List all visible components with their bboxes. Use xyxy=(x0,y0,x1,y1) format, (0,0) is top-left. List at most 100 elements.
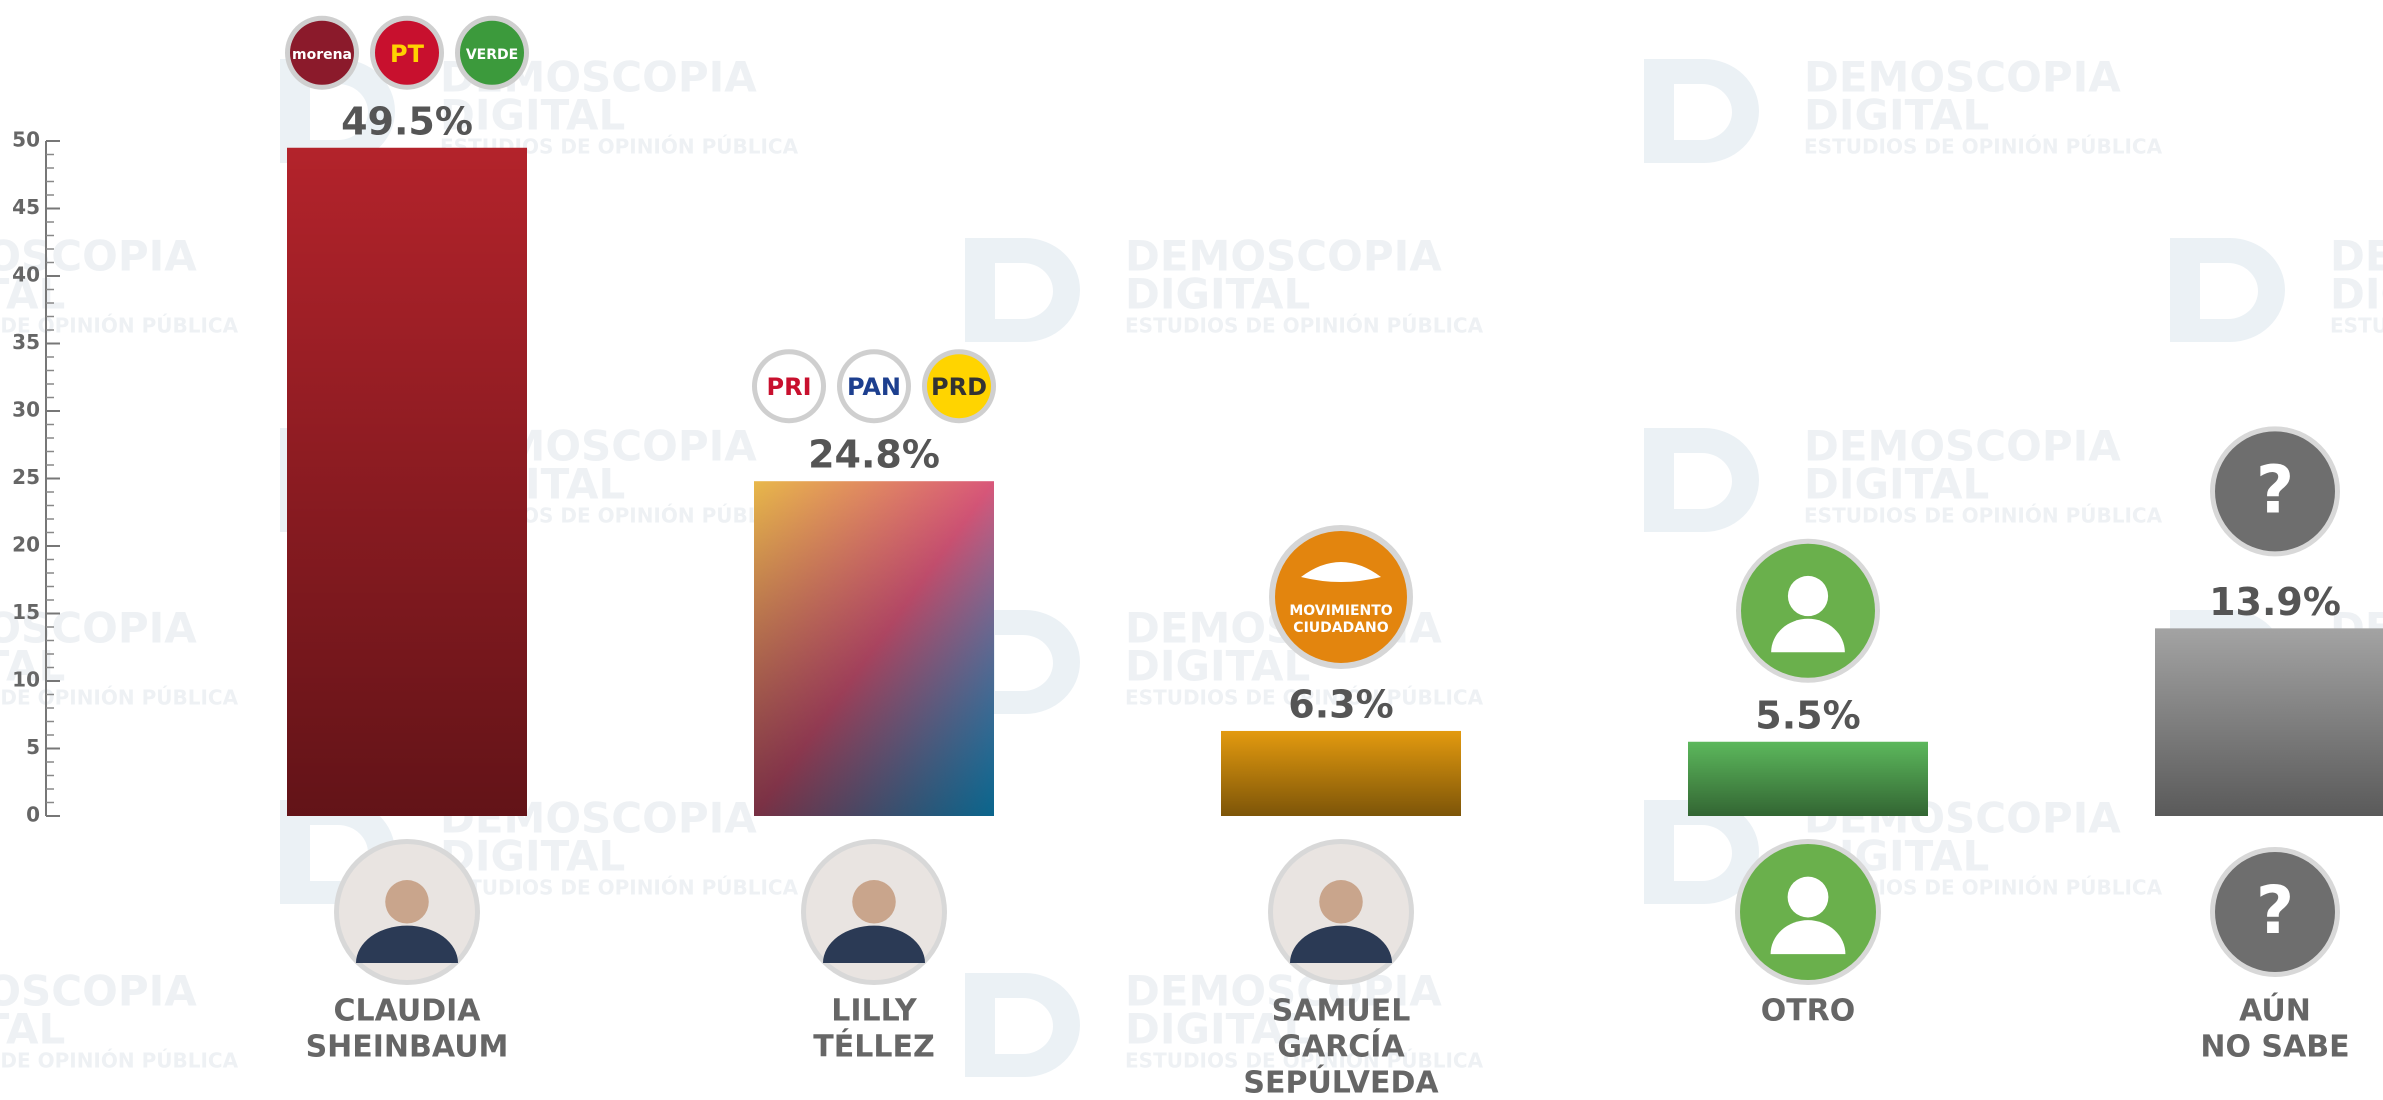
watermark-brand: DIGITAL xyxy=(1804,460,1989,509)
watermark-brand: DIGITAL xyxy=(0,270,65,319)
party-logo-bird xyxy=(1301,561,1381,582)
watermark-brand: DEMOSCOPIA xyxy=(2330,232,2383,281)
party-logo-text: morena xyxy=(292,47,352,63)
party-logo-text: PT xyxy=(390,40,425,68)
watermark-brand: DIGITAL xyxy=(0,642,65,691)
watermark-brand: DEMOSCOPIA xyxy=(1804,422,2121,471)
plot: 0 5 10 15 20 25 30 35 40 45 50 49.5% morena PT VERDE CL… xyxy=(12,15,2383,1100)
category-label: GARCÍA xyxy=(1277,1029,1405,1065)
person-head xyxy=(1787,575,1829,617)
value-label: 6.3% xyxy=(1288,682,1393,726)
photo-body xyxy=(823,925,925,963)
watermark-logo xyxy=(1644,59,1759,163)
y-tick-label: 50 xyxy=(12,128,40,152)
value-label: 49.5% xyxy=(341,99,473,143)
value-label: 5.5% xyxy=(1755,693,1860,737)
watermark-brand: DIGITAL xyxy=(1125,1005,1310,1054)
value-label: 13.9% xyxy=(2209,580,2341,624)
y-tick-label: 30 xyxy=(12,398,40,422)
y-tick-label: 25 xyxy=(12,465,40,489)
watermark-tagline: ESTUDIOS DE OPINIÓN PÚBLICA xyxy=(1125,686,1484,710)
watermark-tagline: ESTUDIOS DE OPINIÓN PÚBLICA xyxy=(1125,1049,1484,1073)
category-label: SHEINBAUM xyxy=(306,1030,509,1065)
watermark-tagline: ESTUDIOS DE OPINIÓN PÚBLICA xyxy=(0,1049,239,1073)
watermark-logo xyxy=(965,238,1080,342)
watermark-brand: DIGITAL xyxy=(1804,91,1989,140)
photo-head xyxy=(852,880,896,924)
bar-shade xyxy=(754,481,994,816)
category-label: AÚN xyxy=(2239,992,2311,1029)
watermark-logo xyxy=(2170,238,2285,342)
watermark-tagline: ESTUDIOS DE OPINIÓN PÚBLICA xyxy=(1804,504,2163,528)
question-icon xyxy=(2215,852,2335,972)
category-label: NO SABE xyxy=(2200,1030,2349,1065)
watermark-tagline: ESTUDIOS DE OPINIÓN PÚBLICA xyxy=(0,686,239,710)
party-logo-text: VERDE xyxy=(466,47,518,63)
watermark-brand: DIGITAL xyxy=(1125,270,1310,319)
party-logo xyxy=(927,354,991,419)
watermark-logo xyxy=(1644,428,1759,532)
watermark-brand: DEMOSCOPIA xyxy=(1125,967,1442,1016)
bar-shade xyxy=(2155,628,2383,816)
value-label: 24.8% xyxy=(808,433,940,477)
party-logo xyxy=(460,20,524,85)
party-logo-text: PAN xyxy=(847,373,901,401)
party-logo xyxy=(1275,530,1407,663)
y-tick-label: 10 xyxy=(12,668,40,692)
watermark-brand: DIGITAL xyxy=(2330,270,2383,319)
category-label: TÉLLEZ xyxy=(813,1029,934,1065)
party-logo-text: PRD xyxy=(931,373,987,401)
category-label: OTRO xyxy=(1761,994,1856,1029)
question-mark: ? xyxy=(2256,451,2294,528)
y-tick-label: 40 xyxy=(12,263,40,287)
watermark-tagline: ESTUDIOS DE OPINIÓN PÚBLICA xyxy=(1804,135,2163,159)
category-label: SEPÚLVEDA xyxy=(1243,1064,1439,1100)
category-label: CLAUDIA xyxy=(333,994,481,1029)
bar-shade xyxy=(1221,730,1461,816)
y-tick-label: 20 xyxy=(12,533,40,557)
watermark-tagline: ESTUDIOS DE OPINIÓN PÚBLICA xyxy=(1125,314,1484,338)
watermark-brand: DEMOSCOPIA xyxy=(0,604,197,653)
y-tick-label: 15 xyxy=(12,600,40,624)
party-logo xyxy=(375,20,439,85)
party-logo-text: PRI xyxy=(767,373,812,401)
watermark-brand: DEMOSCOPIA xyxy=(0,967,197,1016)
photo-body xyxy=(356,925,458,963)
y-tick-label: 35 xyxy=(12,330,40,354)
party-logo-text: MOVIMIENTO xyxy=(1289,603,1392,619)
party-logo xyxy=(842,354,906,419)
photo-body xyxy=(1290,925,1392,963)
photo-head xyxy=(385,880,429,924)
watermark-brand: DIGITAL xyxy=(0,1005,65,1054)
category-label: SAMUEL xyxy=(1272,994,1411,1029)
person-body xyxy=(1770,920,1846,955)
question-icon xyxy=(2215,431,2335,552)
party-logo xyxy=(757,354,821,419)
y-tick-label: 5 xyxy=(26,735,40,759)
party-logo-text: CIUDADANO xyxy=(1293,620,1388,636)
question-mark: ? xyxy=(2256,872,2294,949)
watermark-brand: DEMOSCOPIA xyxy=(0,232,197,281)
watermark-brand: DIGITAL xyxy=(440,832,625,881)
photo-head xyxy=(1319,880,1363,924)
watermark-brand: DIGITAL xyxy=(1125,642,1310,691)
watermark-tagline: ESTUDIOS DE OPINIÓN PÚBLICA xyxy=(0,314,239,338)
bar-shade xyxy=(1688,741,1928,816)
watermark-logo xyxy=(1644,800,1759,904)
watermark-brand: DEMOSCOPIA xyxy=(1804,53,2121,102)
watermark-tagline: ESTUDIOS DE OPINIÓN PÚBLICA xyxy=(440,876,799,900)
watermark-brand: DEMOSCOPIA xyxy=(1125,232,1442,281)
y-tick-label: 0 xyxy=(26,803,40,827)
category-label: LILLY xyxy=(831,994,918,1029)
